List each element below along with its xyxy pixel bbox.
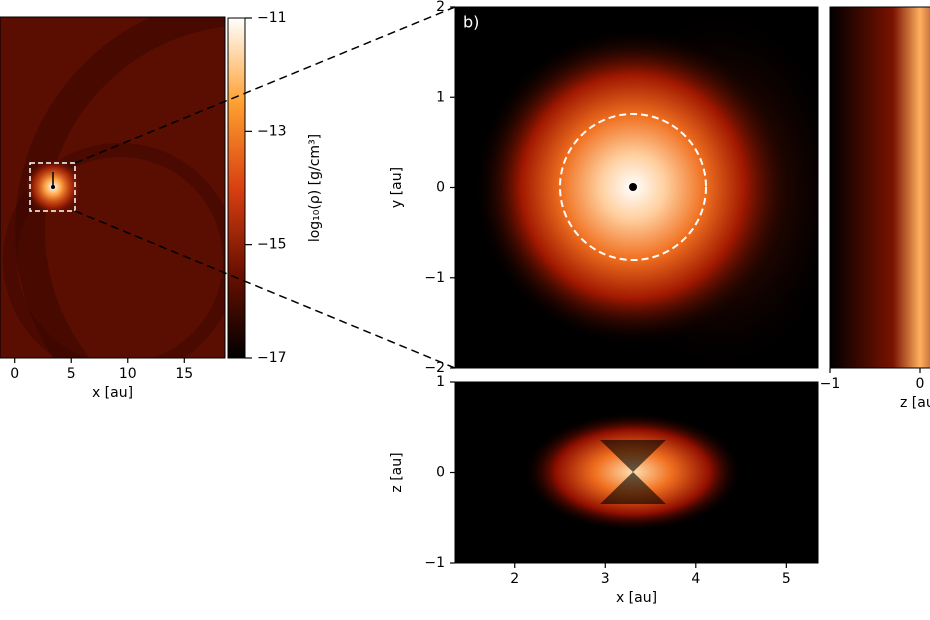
- panel-label: b): [463, 13, 479, 32]
- y-tick-label: −15: [257, 237, 287, 253]
- x-tick-label: 10: [119, 366, 137, 382]
- image-left: [0, 17, 225, 358]
- colorbar: [227, 17, 246, 359]
- x-tick-label: 5: [67, 366, 76, 382]
- colorbar-label: log₁₀(ρ) [g/cm³]: [307, 134, 323, 242]
- frame: [0, 16, 226, 359]
- x-tick-label: 2: [510, 571, 519, 587]
- x-axis-label: x [au]: [616, 590, 657, 606]
- x-axis-label: z [au]: [900, 395, 930, 411]
- y-tick-label: 2: [436, 0, 445, 15]
- x-tick-label: 3: [601, 571, 610, 587]
- x-tick-label: −1: [820, 376, 841, 392]
- x-tick-label: 15: [175, 366, 193, 382]
- x-axis-label: x [au]: [92, 385, 133, 401]
- y-tick-label: −17: [257, 350, 287, 366]
- y-axis-label: z [au]: [389, 452, 405, 492]
- image-right: [829, 6, 930, 369]
- y-tick-label: −1: [424, 555, 445, 571]
- y-tick-label: −1: [424, 270, 445, 286]
- y-tick-label: 0: [436, 180, 445, 196]
- x-tick-label: 4: [691, 571, 700, 587]
- x-tick-label: 0: [916, 376, 925, 392]
- image-b: [455, 7, 818, 368]
- y-axis-label: y [au]: [389, 167, 405, 208]
- zoom-line: [74, 210, 456, 369]
- y-tick-label: −11: [257, 10, 287, 26]
- y-tick-label: 1: [436, 89, 445, 105]
- zoom-line: [74, 6, 456, 164]
- y-tick-label: −13: [257, 123, 287, 139]
- y-tick-label: 1: [436, 374, 445, 390]
- image-z: [455, 382, 818, 563]
- x-tick-label: 0: [10, 366, 19, 382]
- y-tick-label: −2: [424, 360, 445, 376]
- y-tick-label: 0: [436, 465, 445, 481]
- x-tick-label: 5: [782, 571, 791, 587]
